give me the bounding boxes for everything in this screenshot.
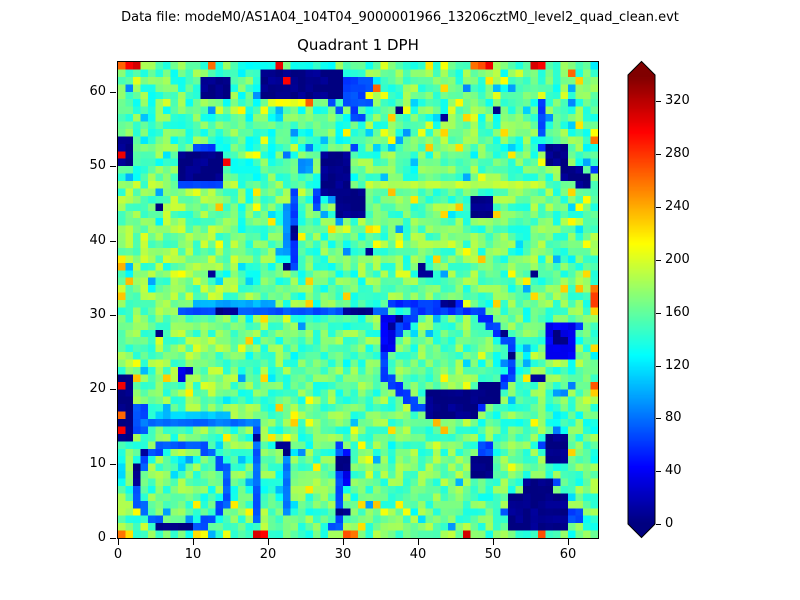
colorbar-tick-mark bbox=[656, 207, 661, 209]
y-tick-mark bbox=[110, 166, 116, 168]
colorbar-extend-min-arrow bbox=[628, 524, 655, 538]
y-tick-mark bbox=[110, 240, 116, 242]
heatmap-axes bbox=[117, 61, 599, 539]
colorbar-tick-label: 80 bbox=[665, 410, 682, 426]
heatmap-canvas bbox=[118, 62, 598, 538]
y-tick-mark bbox=[110, 389, 116, 391]
x-tick-mark bbox=[268, 539, 269, 545]
colorbar-tick-label: 240 bbox=[665, 199, 690, 215]
colorbar-tick-mark bbox=[656, 365, 661, 367]
y-tick-label: 60 bbox=[89, 83, 106, 99]
y-tick-label: 20 bbox=[89, 381, 106, 397]
colorbar-tick-mark bbox=[656, 259, 661, 261]
colorbar-tick-label: 120 bbox=[665, 357, 690, 373]
datafile-title: Data file: modeM0/AS1A04_104T04_90000019… bbox=[121, 10, 679, 25]
colorbar-tick-mark bbox=[656, 312, 661, 314]
x-tick-mark bbox=[568, 539, 569, 545]
y-tick-mark bbox=[110, 538, 116, 539]
y-tick-label: 10 bbox=[89, 455, 106, 471]
colorbar-tick-mark bbox=[656, 524, 661, 525]
x-tick-label: 10 bbox=[184, 547, 202, 562]
plot-title: Quadrant 1 DPH bbox=[297, 36, 419, 54]
x-tick-mark bbox=[193, 539, 194, 545]
colorbar-gradient bbox=[628, 75, 655, 524]
y-tick-mark bbox=[110, 314, 116, 316]
colorbar-tick-label: 320 bbox=[665, 93, 690, 109]
x-tick-label: 20 bbox=[259, 547, 277, 562]
y-tick-label: 50 bbox=[89, 158, 106, 174]
y-tick-mark bbox=[110, 91, 116, 93]
y-tick-label: 40 bbox=[89, 232, 106, 248]
colorbar-tick-mark bbox=[656, 154, 661, 156]
colorbar-tick-label: 200 bbox=[665, 251, 690, 267]
colorbar-tick-mark bbox=[656, 471, 661, 473]
colorbar-tick-mark bbox=[656, 418, 661, 420]
colorbar-tick-label: 280 bbox=[665, 146, 690, 162]
colorbar-tick-label: 40 bbox=[665, 463, 682, 479]
y-tick-label: 0 bbox=[97, 530, 106, 545]
x-tick-label: 60 bbox=[559, 547, 577, 562]
x-tick-label: 0 bbox=[113, 547, 123, 562]
colorbar-tick-mark bbox=[656, 101, 661, 103]
x-tick-label: 40 bbox=[409, 547, 427, 562]
y-tick-mark bbox=[110, 463, 116, 465]
x-tick-mark bbox=[418, 539, 419, 545]
colorbar-tick-label: 160 bbox=[665, 304, 690, 320]
colorbar-tick-label: 0 bbox=[665, 516, 674, 531]
x-tick-label: 50 bbox=[484, 547, 502, 562]
x-tick-label: 30 bbox=[334, 547, 352, 562]
x-tick-mark bbox=[493, 539, 494, 545]
y-tick-label: 30 bbox=[89, 306, 106, 322]
x-tick-mark bbox=[343, 539, 344, 545]
colorbar-extend-max-arrow bbox=[628, 61, 655, 75]
x-tick-mark bbox=[118, 539, 119, 545]
